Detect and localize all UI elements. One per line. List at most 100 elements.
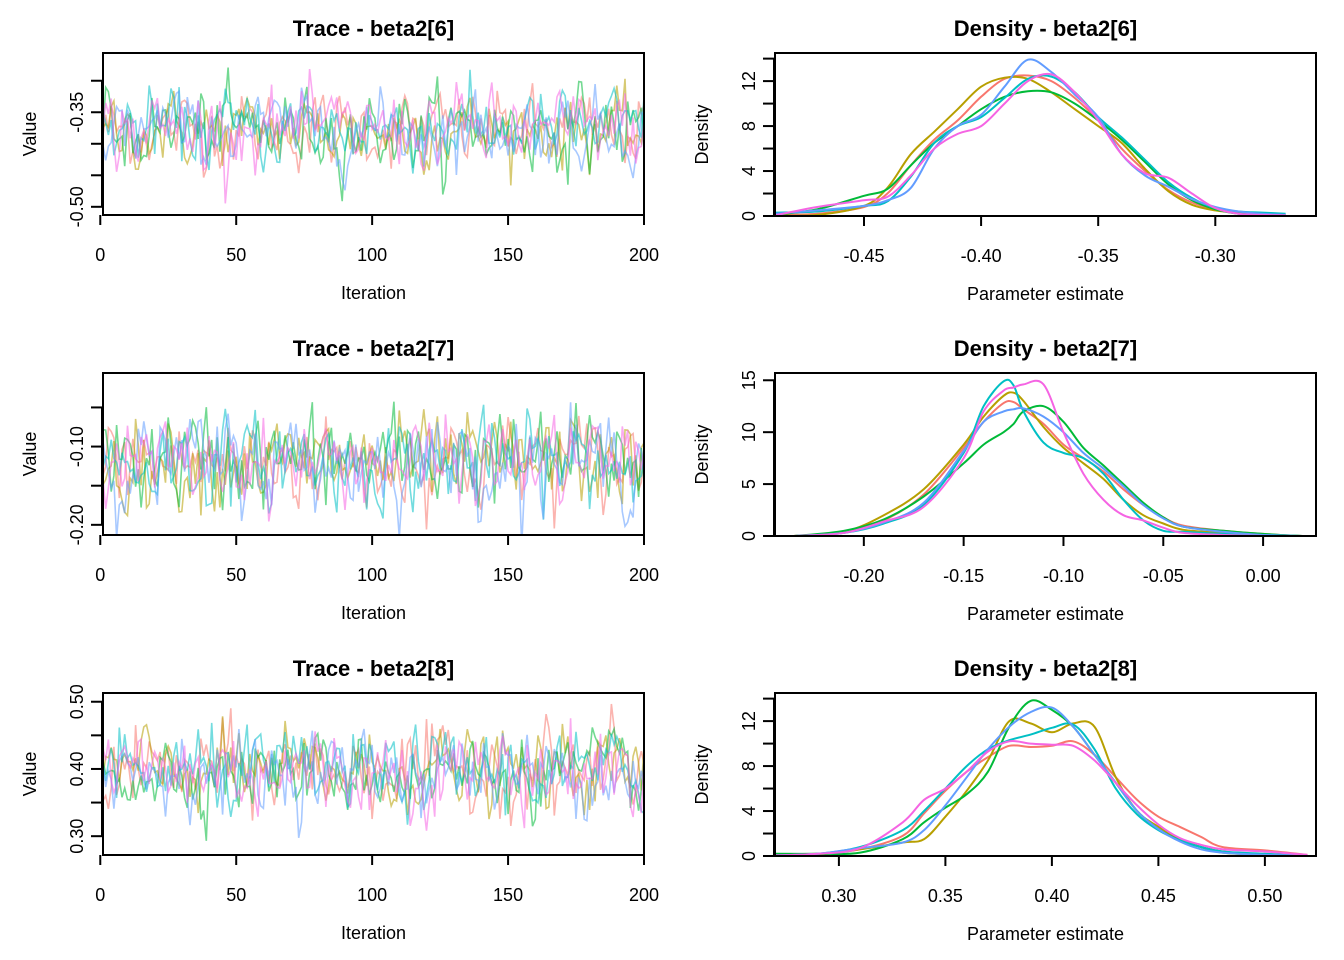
- plot-title: Trace - beta2[8]: [293, 656, 454, 681]
- y-tick-label: 4: [739, 806, 759, 816]
- y-tick-label: 0: [739, 851, 759, 861]
- panel-trace-2: Trace - beta2[7] 0 50 100 150 200 -0.10 -0.20 It…: [20, 336, 659, 623]
- plot-title: Trace - beta2[7]: [293, 336, 454, 361]
- x-tick-label: 0.00: [1246, 566, 1281, 586]
- trace-line-chain6: [103, 69, 644, 204]
- y-axis-label: Value: [20, 112, 40, 157]
- y-tick-label: -0.20: [67, 504, 87, 545]
- x-tick-label: -0.45: [843, 246, 884, 266]
- x-tick-label: -0.30: [1195, 246, 1236, 266]
- plot-area: [775, 378, 1316, 536]
- plot-title: Density - beta2[7]: [954, 336, 1137, 361]
- density-curve-chain1: [775, 740, 1308, 856]
- plot-area: [775, 699, 1316, 856]
- plot-frame: [774, 692, 1317, 857]
- density-curve-chain2: [775, 75, 1286, 216]
- x-axis-label: Parameter estimate: [967, 604, 1124, 624]
- x-axis-label: Iteration: [341, 283, 406, 303]
- plot-title: Density - beta2[8]: [954, 656, 1137, 681]
- y-tick-label: -0.50: [67, 186, 87, 227]
- x-tick-label: 150: [493, 565, 523, 585]
- y-axis-label: Value: [20, 432, 40, 477]
- plot-frame: [774, 372, 1317, 537]
- density-curve-chain3: [775, 699, 1308, 856]
- plot-frame: [774, 52, 1317, 217]
- plot-area: [103, 703, 644, 841]
- density-curve-chain4: [775, 722, 1308, 856]
- plot-title: Trace - beta2[6]: [293, 16, 454, 41]
- plot-area: [103, 67, 644, 204]
- panel-density-1: Density - beta2[6] -0.45 -0.40 -0.35 -0.30 0 4…: [692, 16, 1317, 304]
- x-tick-label: 0.50: [1247, 886, 1282, 906]
- x-tick-label: 200: [629, 885, 659, 905]
- y-tick-label: 4: [739, 166, 759, 176]
- y-tick-label: 10: [739, 422, 759, 442]
- density-curve-chain4: [793, 378, 1304, 536]
- y-tick-label: 0: [739, 211, 759, 221]
- plot-area: [103, 401, 644, 535]
- panel-density-5: Density - beta2[8] 0.30 0.35 0.40 0.45 0.50 0 4…: [692, 656, 1317, 944]
- y-tick-label: 5: [739, 479, 759, 489]
- x-axis-label: Iteration: [341, 603, 406, 623]
- x-tick-label: 150: [493, 245, 523, 265]
- x-tick-label: -0.05: [1143, 566, 1184, 586]
- y-axis-label: Density: [692, 744, 712, 804]
- density-curve-chain5: [793, 406, 1304, 536]
- x-tick-label: 0: [95, 245, 105, 265]
- x-tick-label: 150: [493, 885, 523, 905]
- trace-line-chain5: [103, 84, 644, 191]
- x-tick-label: -0.40: [961, 246, 1002, 266]
- x-tick-label: 100: [357, 885, 387, 905]
- x-tick-label: 100: [357, 565, 387, 585]
- y-tick-label: 12: [739, 71, 759, 91]
- y-tick-label: 0: [739, 531, 759, 541]
- x-tick-label: 0.35: [928, 886, 963, 906]
- density-curve-chain3: [793, 404, 1304, 536]
- panel-trace-0: Trace - beta2[6] 0 50 100 150 200 -0.35 -0.50 It…: [20, 16, 659, 303]
- trace-line-chain2: [103, 78, 644, 186]
- density-curve-chain2: [775, 717, 1308, 856]
- x-tick-label: -0.35: [1078, 246, 1119, 266]
- x-axis-label: Parameter estimate: [967, 924, 1124, 944]
- x-tick-label: -0.10: [1043, 566, 1084, 586]
- x-axis-label: Parameter estimate: [967, 284, 1124, 304]
- plot-title: Density - beta2[6]: [954, 16, 1137, 41]
- trace-line-chain6: [103, 414, 644, 522]
- density-curve-chain5: [775, 58, 1286, 216]
- plot-area: [775, 58, 1316, 216]
- panel-density-3: Density - beta2[7] -0.20 -0.15 -0.10 -0.05 0.…: [692, 336, 1317, 624]
- density-curve-chain6: [775, 72, 1286, 216]
- trace-line-chain5: [103, 402, 644, 535]
- y-tick-label: 0.50: [67, 684, 87, 719]
- x-tick-label: 0: [95, 885, 105, 905]
- density-curve-chain6: [775, 740, 1308, 856]
- y-tick-label: 15: [739, 370, 759, 390]
- y-tick-label: 12: [739, 711, 759, 731]
- x-tick-label: 200: [629, 565, 659, 585]
- y-tick-label: 0.40: [67, 751, 87, 786]
- x-tick-label: 0.45: [1141, 886, 1176, 906]
- x-tick-label: -0.15: [943, 566, 984, 586]
- trace-line-chain6: [103, 718, 644, 831]
- x-tick-label: 100: [357, 245, 387, 265]
- y-tick-label: -0.35: [67, 92, 87, 133]
- y-tick-label: 8: [739, 121, 759, 131]
- density-curve-chain4: [775, 74, 1286, 215]
- y-axis-label: Density: [692, 424, 712, 484]
- panel-trace-4: Trace - beta2[8] 0 50 100 150 200 0.50 0.40 0.30…: [20, 656, 659, 943]
- x-axis-label: Iteration: [341, 923, 406, 943]
- trace-line-chain5: [103, 728, 644, 838]
- x-tick-label: 50: [226, 885, 246, 905]
- density-curve-chain6: [793, 379, 1303, 536]
- y-tick-label: 0.30: [67, 819, 87, 854]
- x-tick-label: 50: [226, 565, 246, 585]
- trace-line-chain4: [103, 404, 644, 520]
- density-curve-chain5: [775, 705, 1308, 856]
- density-curve-chain2: [793, 391, 1304, 536]
- x-tick-label: 50: [226, 245, 246, 265]
- density-curve-chain1: [793, 399, 1304, 536]
- trace-line-chain3: [103, 67, 644, 202]
- density-curve-chain3: [775, 89, 1286, 216]
- y-axis-label: Density: [692, 104, 712, 164]
